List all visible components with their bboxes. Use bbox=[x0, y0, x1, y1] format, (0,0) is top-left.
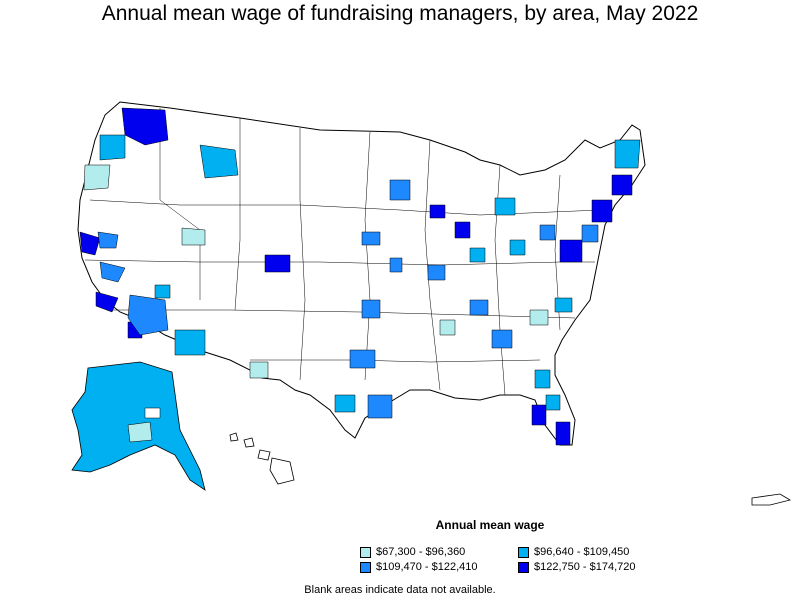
alaska-fairbanks bbox=[144, 407, 161, 419]
legend-item-1: $67,300 - $96,360 bbox=[360, 546, 465, 558]
area-sf-bay bbox=[79, 231, 101, 256]
legend-label-1: $67,300 - $96,360 bbox=[376, 546, 466, 558]
area-omaha bbox=[361, 231, 381, 246]
area-denver bbox=[264, 254, 291, 273]
area-seattle bbox=[121, 107, 169, 146]
area-tampa bbox=[531, 404, 547, 426]
area-austin bbox=[334, 394, 356, 413]
data-availability-note: Blank areas indicate data not available. bbox=[304, 584, 496, 596]
area-indianapolis bbox=[469, 247, 486, 263]
legend-item-3: $109,470 - $122,410 bbox=[360, 561, 478, 573]
area-fresno bbox=[99, 261, 126, 283]
legend-swatch-4 bbox=[518, 561, 529, 573]
area-new-york bbox=[591, 199, 613, 223]
legend-label-4: $122,750 - $174,720 bbox=[534, 561, 636, 573]
area-dc bbox=[559, 239, 583, 263]
area-okc bbox=[361, 299, 381, 319]
area-memphis bbox=[439, 319, 456, 336]
legend-label-3: $109,470 - $122,410 bbox=[376, 561, 478, 573]
area-minneapolis bbox=[389, 179, 411, 201]
area-boston bbox=[611, 174, 633, 196]
puerto-rico bbox=[751, 493, 792, 506]
area-boise bbox=[199, 144, 239, 179]
area-el-paso bbox=[249, 361, 269, 379]
area-tucson bbox=[174, 329, 206, 356]
area-orlando bbox=[545, 394, 561, 411]
area-kansas-city bbox=[389, 257, 403, 273]
area-nashville bbox=[469, 299, 489, 316]
legend-swatch-2 bbox=[518, 546, 529, 558]
area-jacksonville bbox=[534, 369, 551, 389]
area-las-vegas bbox=[154, 284, 171, 299]
area-milwaukee bbox=[429, 204, 446, 219]
alaska-anchorage bbox=[127, 421, 153, 443]
legend-swatch-1 bbox=[360, 546, 371, 558]
wage-areas bbox=[79, 107, 641, 446]
area-pittsburgh bbox=[539, 224, 556, 241]
map-title: Annual mean wage of fundraising managers… bbox=[101, 2, 699, 25]
area-phoenix bbox=[127, 294, 169, 336]
area-portland bbox=[99, 134, 126, 161]
area-oregon-south bbox=[83, 164, 111, 191]
area-charlotte bbox=[529, 309, 549, 326]
area-atlanta bbox=[491, 329, 513, 349]
area-detroit bbox=[494, 197, 516, 216]
legend-title: Annual mean wage bbox=[435, 518, 545, 532]
area-dallas bbox=[349, 349, 376, 369]
area-houston bbox=[367, 394, 393, 419]
area-philadelphia bbox=[581, 224, 599, 243]
legend-swatch-3 bbox=[360, 561, 371, 573]
legend-item-4: $122,750 - $174,720 bbox=[518, 561, 636, 573]
area-st-louis bbox=[427, 264, 446, 281]
area-columbus bbox=[509, 239, 526, 256]
area-los-angeles bbox=[95, 291, 119, 313]
area-sacramento bbox=[97, 231, 119, 249]
area-maine bbox=[614, 139, 641, 169]
area-miami bbox=[555, 421, 571, 446]
area-raleigh bbox=[554, 297, 573, 313]
area-chicago bbox=[454, 221, 471, 239]
legend-label-2: $96,640 - $109,450 bbox=[534, 546, 630, 558]
area-salt-lake bbox=[181, 227, 206, 246]
legend-item-2: $96,640 - $109,450 bbox=[518, 546, 629, 558]
hawaii bbox=[229, 432, 295, 485]
